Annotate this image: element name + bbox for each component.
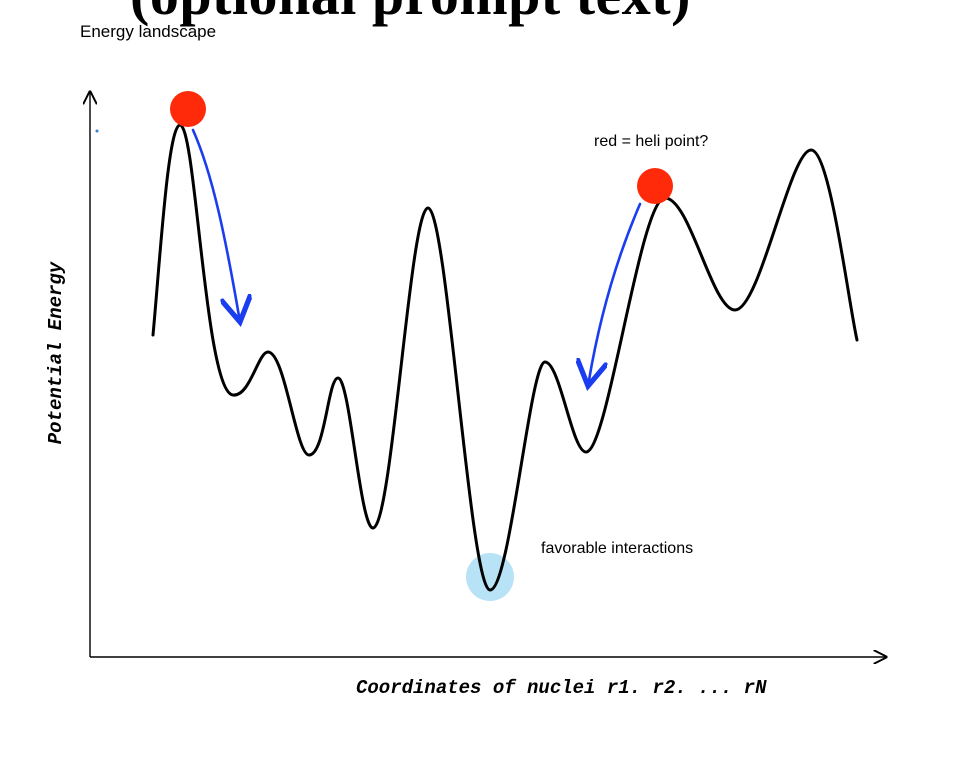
diagram-title: Energy landscape: [80, 22, 217, 41]
red-marker-right: [637, 168, 673, 204]
energy-curve: [151, 123, 859, 592]
descent-arrow-right: [588, 202, 642, 386]
annotation-favorable: favorable interactions: [541, 540, 694, 557]
x-axis-label: Coordinates of nuclei r1. r2. ... rN: [356, 677, 767, 699]
red-marker-left: [170, 91, 206, 127]
annotation-red-point: red = heli point?: [594, 133, 709, 150]
stray-dot: [95, 129, 99, 133]
top-title-cut-off: (optional prompt text): [130, 0, 691, 24]
descent-arrow-left: [191, 128, 240, 322]
minimum-highlight: [466, 553, 514, 601]
